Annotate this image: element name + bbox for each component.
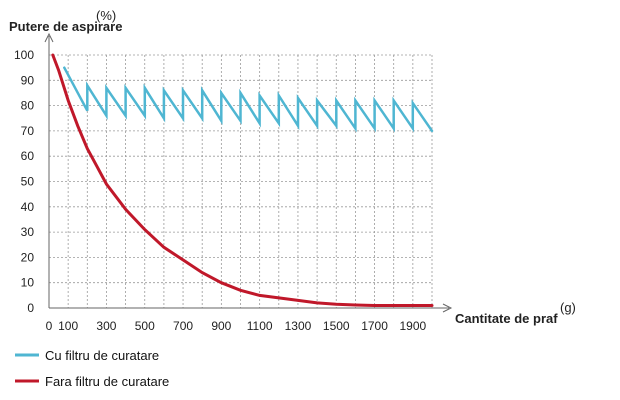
series-line-cu-filtru (63, 66, 434, 133)
legend-label-cu-filtru: Cu filtru de curatare (45, 348, 159, 363)
y-axis-unit: (%) (96, 8, 116, 23)
x-tick-label: 1500 (323, 319, 350, 333)
x-tick-label: 500 (135, 319, 155, 333)
y-tick-label: 100 (14, 48, 34, 62)
x-tick-label: 1700 (361, 319, 388, 333)
legend: Cu filtru de curatare Fara filtru de cur… (15, 348, 169, 389)
x-axis-label: Cantitate de praf (455, 311, 558, 326)
y-tick-label: 70 (21, 124, 35, 138)
series-layer (51, 53, 434, 307)
x-tick-label: 1100 (247, 319, 273, 333)
x-axis-arrow (442, 303, 453, 313)
x-tick-label: 900 (211, 319, 231, 333)
y-tick-label: 80 (21, 99, 35, 113)
y-tick-label: 60 (21, 149, 35, 163)
y-tick-label: 0 (27, 301, 34, 315)
y-tick-label: 10 (21, 276, 35, 290)
x-tick-labels: 0 100 300 500 700 900 1100 1300 1500 1700 1900 (46, 319, 427, 333)
y-tick-label: 50 (21, 175, 35, 189)
y-axis-arrow (44, 32, 54, 43)
axes (44, 32, 453, 313)
series-line-fara-filtru (51, 53, 434, 307)
x-tick-label: 100 (58, 319, 78, 333)
y-tick-labels: 0 10 20 30 40 50 60 70 80 90 100 (14, 48, 34, 315)
y-tick-label: 90 (21, 73, 35, 87)
x-tick-label: 0 (46, 319, 53, 333)
x-axis-unit: (g) (560, 300, 576, 315)
x-tick-label: 700 (173, 319, 193, 333)
y-tick-label: 30 (21, 225, 35, 239)
x-tick-label: 300 (96, 319, 116, 333)
legend-label-fara-filtru: Fara filtru de curatare (45, 374, 169, 389)
y-tick-label: 40 (21, 200, 35, 214)
x-tick-label: 1900 (399, 319, 426, 333)
x-tick-label: 1300 (285, 319, 312, 333)
y-tick-label: 20 (21, 250, 35, 264)
y-axis-label: Putere de aspirare (9, 19, 122, 34)
